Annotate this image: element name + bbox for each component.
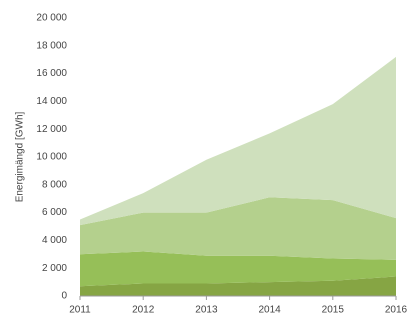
y-tick-label: 20 000 — [36, 13, 67, 24]
y-tick-label: 6 000 — [42, 207, 67, 218]
y-tick-label: 4 000 — [42, 235, 67, 246]
x-tick-label: 2016 — [385, 305, 408, 316]
y-tick-label: 10 000 — [36, 152, 67, 163]
area — [80, 276, 396, 296]
x-tick-label: 2014 — [258, 305, 281, 316]
y-tick-label: 0 — [61, 291, 67, 302]
area — [80, 251, 396, 287]
y-tick-label: 12 000 — [36, 124, 67, 135]
area — [80, 197, 396, 260]
x-tick-label: 2013 — [195, 305, 218, 316]
x-tick-label: 2011 — [69, 305, 91, 316]
x-tick-label: 2015 — [322, 305, 345, 316]
x-tick-label: 2012 — [132, 305, 155, 316]
area — [80, 56, 396, 226]
y-tick-label: 16 000 — [36, 68, 67, 79]
y-axis-label: Energimängd [GWh] — [15, 111, 26, 202]
y-tick-label: 8 000 — [42, 179, 67, 190]
y-tick-label: 18 000 — [36, 40, 67, 51]
y-tick-label: 14 000 — [36, 96, 67, 107]
y-tick-label: 2 000 — [42, 263, 67, 274]
